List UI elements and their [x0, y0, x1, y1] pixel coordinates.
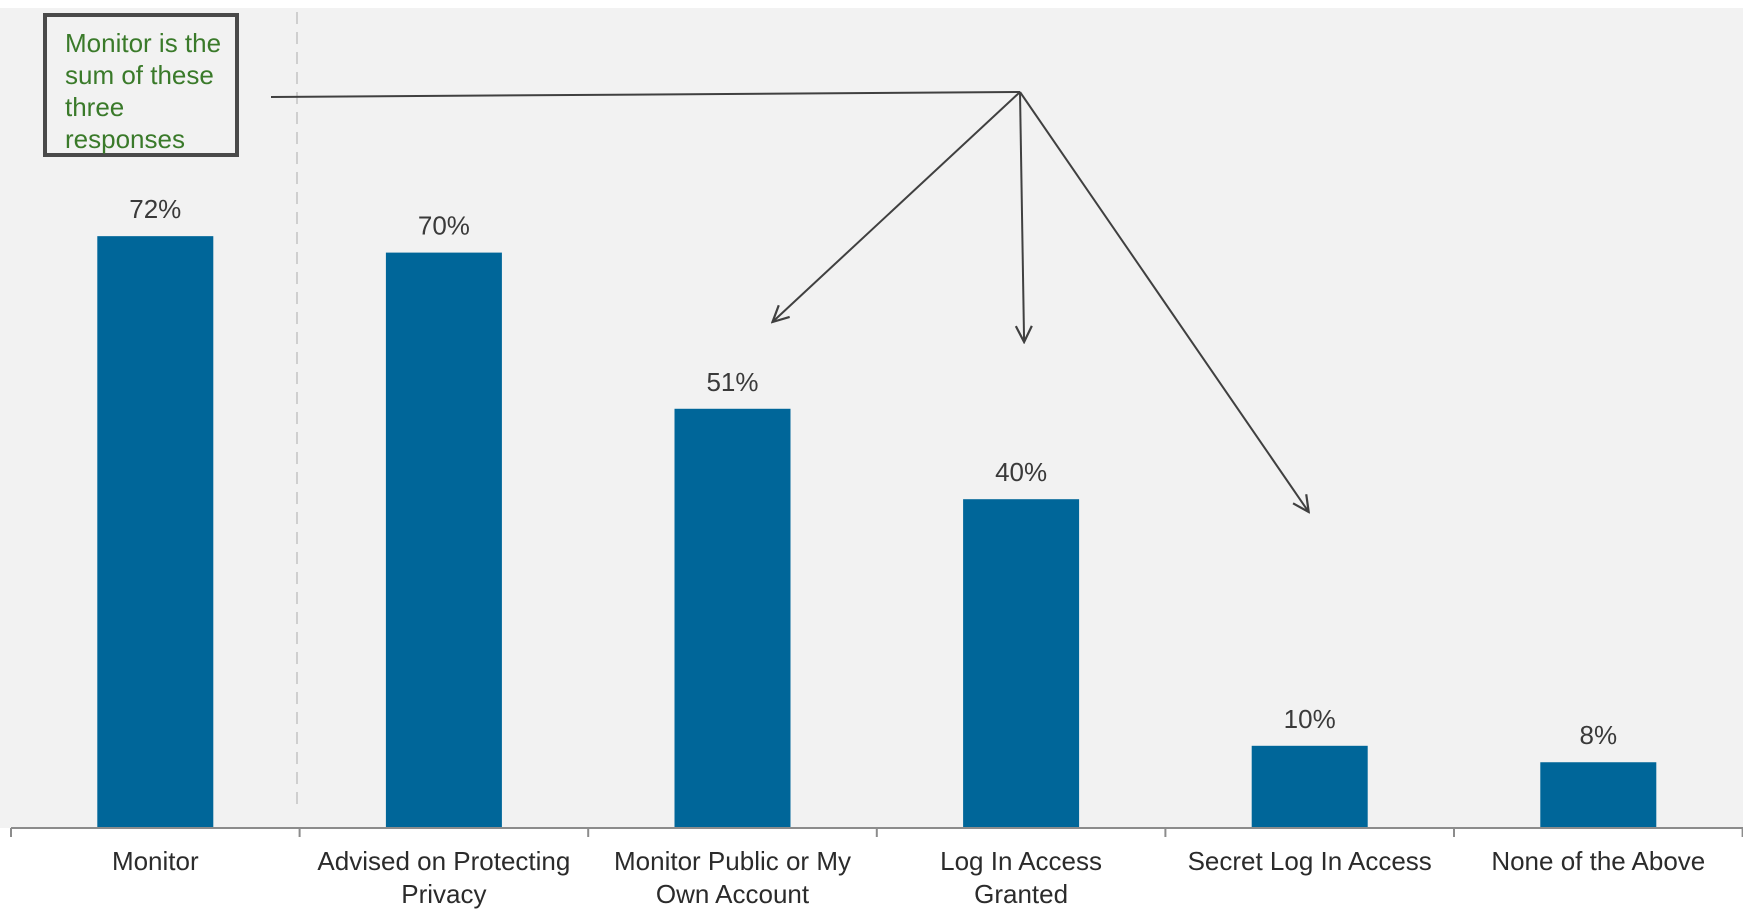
x-tick-label-5: Secret Log In Access: [1188, 846, 1432, 876]
bar-1: [97, 236, 214, 828]
x-tick-label-6: None of the Above: [1491, 846, 1705, 876]
plot-background: [0, 8, 1743, 828]
value-label-6: 8%: [1580, 720, 1618, 750]
bar-5: [1251, 745, 1368, 828]
x-tick-labels-group: Monitor Advised on Protecting Privacy Monit…: [112, 846, 1705, 909]
annotation-text: Monitor is the sum of these three respon…: [65, 28, 222, 154]
value-labels-group: 72% 70% 51% 40% 10% 8%: [129, 194, 1617, 750]
annotation-arrow-1: [773, 91, 1021, 322]
bar-3: [674, 408, 791, 828]
value-label-1: 72%: [129, 194, 181, 224]
bars-group: [97, 236, 1657, 829]
x-tick-label-1: Monitor: [112, 846, 199, 876]
value-label-4: 40%: [995, 457, 1047, 487]
bar-4: [963, 499, 1080, 828]
value-label-2: 70%: [418, 211, 470, 241]
x-tick-label-2: Advised on Protecting Privacy: [317, 846, 570, 909]
bar-6: [1540, 762, 1657, 828]
x-tick-label-4: Log In Access Granted: [940, 846, 1102, 909]
annotation-arrow-2: [1020, 91, 1024, 342]
annotation-arrow-3: [1019, 91, 1309, 512]
value-label-5: 10%: [1284, 704, 1336, 734]
bar-2: [385, 252, 502, 829]
x-tick-label-3: Monitor Public or My Own Account: [614, 846, 851, 909]
annotation-arrows: [270, 91, 1309, 512]
annotation-callout-box: Monitor is the sum of these three respon…: [43, 13, 239, 157]
x-ticks-group: [10, 828, 1743, 837]
value-label-3: 51%: [706, 367, 758, 397]
annotation-leader-line: [270, 91, 1021, 98]
